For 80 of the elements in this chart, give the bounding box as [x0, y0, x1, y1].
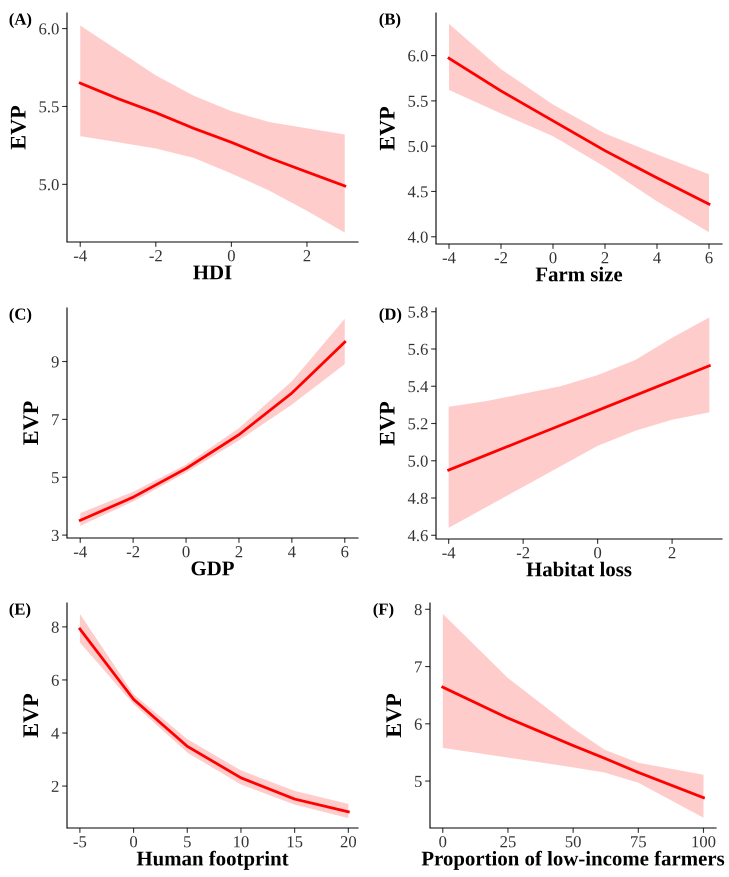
x-tick-label: 15 — [288, 836, 302, 848]
y-tick-label: 4 — [51, 728, 60, 739]
y-axis-title: EVP — [380, 106, 395, 150]
y-tick-label: 6 — [414, 718, 422, 730]
y-tick-label: 5 — [414, 776, 422, 787]
x-tick-label: 6 — [706, 252, 713, 264]
x-tick-label: -4 — [74, 250, 87, 262]
x-tick-label: 6 — [341, 546, 348, 558]
x-axis-title: Human footprint — [136, 850, 289, 870]
y-tick-label: 5.8 — [408, 306, 428, 318]
y-tick-label: 5.5 — [39, 101, 59, 112]
x-tick-label: 0 — [228, 250, 235, 262]
y-tick-label: 4.6 — [408, 530, 428, 542]
x-tick-label: 5 — [184, 836, 191, 848]
line-series — [447, 364, 711, 472]
x-axis-title: GDP — [192, 561, 234, 576]
y-tick-label: 5.5 — [408, 96, 428, 107]
x-tick-label: -4 — [442, 252, 456, 264]
y-axis-title: EVP — [10, 106, 26, 150]
x-tick-label: 0 — [182, 546, 190, 558]
x-tick-label: -2 — [126, 546, 140, 558]
x-axis-title: HDI — [193, 266, 232, 280]
y-tick-label: 5.6 — [408, 344, 428, 356]
chart-title: (F) — [374, 603, 394, 618]
y-tick-label: 3 — [52, 530, 59, 542]
x-tick-label: 50 — [566, 836, 581, 848]
chart-title: (D) — [380, 308, 402, 324]
y-tick-label: 7 — [52, 414, 59, 426]
y-tick-label: 5.0 — [39, 179, 59, 190]
y-tick-label: 5.0 — [408, 140, 428, 152]
chart-title: (E) — [10, 603, 30, 618]
y-tick-label: 6 — [52, 674, 59, 686]
chart-title: (C) — [10, 308, 32, 324]
x-tick-label: 75 — [631, 836, 646, 848]
y-tick-label: 4.8 — [408, 492, 428, 504]
y-tick-label: 5.4 — [408, 381, 428, 392]
y-tick-label: 7 — [415, 661, 422, 672]
y-tick-label: 8 — [52, 622, 59, 633]
y-tick-label: 9 — [52, 356, 59, 368]
y-tick-label: 5.2 — [408, 418, 428, 430]
y-axis-title: EVP — [23, 694, 38, 738]
x-tick-label: 25 — [500, 836, 516, 848]
line-series — [448, 56, 710, 206]
y-axis-title: EVP — [23, 401, 38, 445]
x-tick-label: 0 — [594, 547, 602, 558]
y-axis-title: EVP — [386, 694, 402, 738]
y-axis-title: EVP — [380, 402, 395, 446]
x-tick-label: 2 — [304, 250, 310, 262]
x-tick-label: 20 — [340, 836, 356, 848]
x-axis-title: Proportion of low-income farmers — [422, 850, 724, 870]
x-tick-label: -2 — [149, 250, 162, 262]
x-axis-title: Habitat loss — [526, 562, 632, 576]
x-tick-label: 100 — [692, 836, 716, 848]
x-axis-title: Farm size — [536, 266, 622, 282]
x-tick-label: -4 — [74, 546, 87, 558]
x-tick-label: 4 — [288, 546, 296, 558]
x-tick-label: -2 — [494, 252, 508, 264]
line-series — [441, 686, 705, 800]
chart-title: (B) — [380, 13, 400, 28]
y-tick-label: 5 — [52, 472, 59, 484]
x-tick-label: 2 — [668, 547, 676, 558]
y-tick-label: 5.0 — [408, 455, 428, 467]
x-tick-label: 10 — [234, 836, 249, 848]
x-tick-label: 2 — [236, 546, 242, 558]
x-tick-label: 0 — [549, 252, 557, 264]
chart-title: (A) — [10, 13, 32, 28]
y-tick-label: 6.0 — [408, 50, 428, 62]
y-tick-label: 4.0 — [408, 231, 428, 243]
x-tick-label: -4 — [442, 547, 456, 558]
y-tick-label: 4.5 — [408, 186, 428, 198]
x-tick-label: 4 — [653, 252, 661, 264]
x-tick-label: -5 — [74, 836, 86, 848]
line-series — [78, 82, 346, 188]
x-tick-label: 0 — [130, 836, 138, 848]
y-tick-label: 2 — [52, 780, 58, 792]
x-tick-label: 0 — [439, 836, 446, 848]
x-tick-label: -2 — [516, 547, 530, 558]
x-tick-label: 2 — [602, 252, 608, 264]
y-tick-label: 8 — [414, 604, 422, 616]
y-tick-label: 6.0 — [39, 23, 59, 35]
